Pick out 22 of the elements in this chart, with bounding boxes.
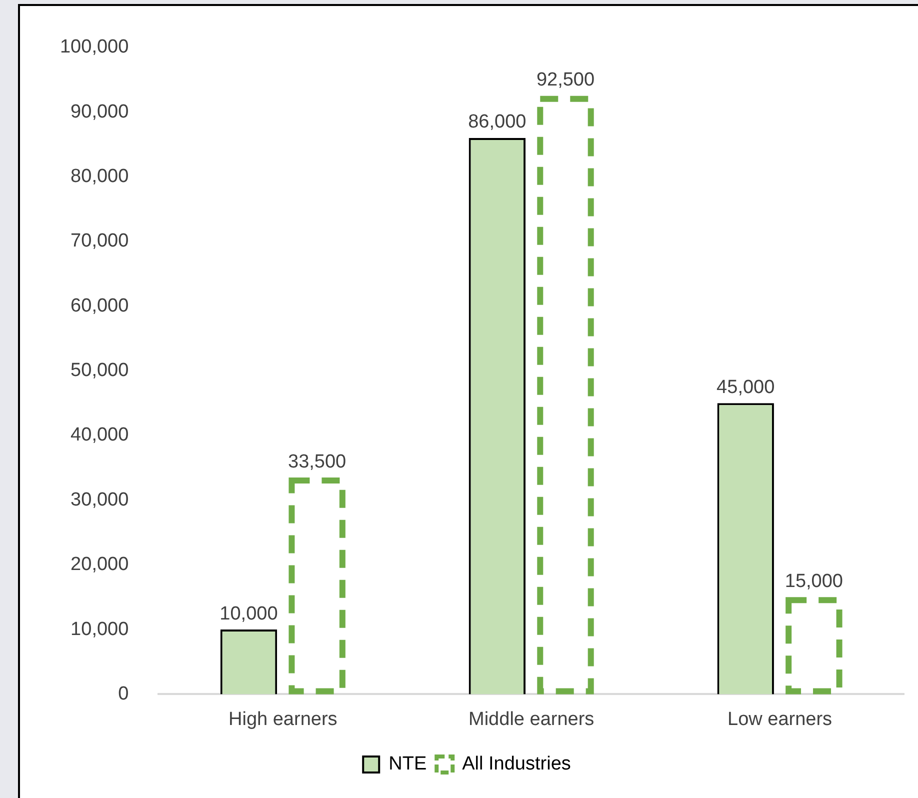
y-tick-label: 40,000 (70, 424, 129, 446)
y-tick-label: 90,000 (70, 101, 129, 122)
y-tick-label: 10,000 (70, 618, 129, 640)
y-tick-label: 50,000 (70, 360, 129, 382)
y-tick-label: 0 (118, 683, 129, 704)
y-tick-label: 30,000 (70, 489, 129, 510)
y-tick-label: 60,000 (70, 295, 129, 316)
data-label: 86,000 (468, 112, 526, 133)
legend-label: All Industries (462, 754, 571, 775)
y-tick-label: 70,000 (70, 230, 129, 252)
y-tick-label: 20,000 (70, 554, 129, 576)
data-label: 33,500 (288, 451, 346, 472)
y-tick-label: 80,000 (70, 166, 129, 187)
data-label: 10,000 (220, 603, 278, 624)
legend-label: NTE (388, 754, 427, 775)
data-label: 45,000 (716, 376, 775, 398)
x-tick-label: Low earners (728, 708, 832, 730)
data-label: 15,000 (784, 570, 844, 592)
x-tick-label: High earners (228, 708, 338, 730)
data-label: 92,500 (536, 70, 595, 91)
x-tick-label: Middle earners (468, 708, 594, 730)
y-tick-label: 100,000 (60, 36, 129, 58)
